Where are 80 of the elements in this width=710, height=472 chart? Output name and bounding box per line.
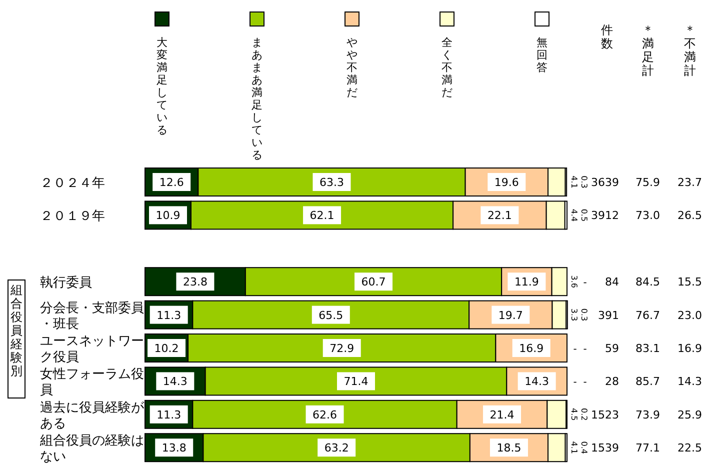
column-header: ＊不満計 [684,23,696,78]
data-label: 60.7 [361,276,386,289]
category-label: ２０２４年 [40,176,105,191]
category-label: 組合役員の経験はない [40,434,144,465]
text: 73.9 [636,408,660,422]
data-label: - [583,377,588,388]
text: 16.9 [678,342,702,355]
data-label: 21.4 [490,408,514,422]
text: 85.7 [636,375,660,388]
text: 73.0 [636,209,660,222]
category-label: 女性フォーラム役員 [40,367,144,398]
category-label: ユースネットワーク役員 [40,334,144,365]
data-label: - [583,278,588,289]
data-label: 19.6 [494,176,519,189]
data-label: 11.3 [156,308,182,322]
data-label: - [573,377,578,388]
data-label: 4.5 [570,408,578,421]
data-label: 4.1 [570,176,578,188]
data-label: 63.2 [324,442,349,455]
text: 76.7 [636,308,660,322]
text: 14.3 [678,375,702,388]
text: 83.1 [636,342,660,355]
data-label: 19.7 [498,308,523,322]
text: 84.5 [636,276,660,289]
text: 22.5 [678,442,702,455]
text: 1523 [591,408,619,422]
data-label: 4.1 [570,441,578,454]
data-label: 11.9 [514,276,539,289]
data-label: 0.3 [580,308,588,322]
text: 77.1 [636,442,660,455]
data-label: 23.8 [182,276,208,289]
text: 391 [598,308,619,322]
data-label: 22.1 [487,209,512,222]
text: 3912 [591,209,619,222]
legend-label: やや不満だ [346,36,358,99]
column-header: ＊満足計 [642,23,654,78]
data-label: 18.5 [496,442,522,455]
category-label: 執行委員 [40,276,92,291]
text: 59 [605,342,619,355]
data-label: 62.6 [312,408,338,422]
data-label: 16.9 [519,342,544,355]
category-label: ２０１９年 [40,209,105,224]
data-label: - [583,344,588,355]
data-label: 65.5 [318,308,344,322]
data-label: 0.2 [580,408,588,421]
data-label: 0.4 [580,441,588,454]
data-label: 10.9 [156,209,180,222]
text: 25.9 [678,408,702,422]
text: 15.5 [678,276,702,289]
legend-label: 無回答 [536,36,548,74]
data-label: 3.6 [570,275,578,288]
data-label: 62.1 [310,209,334,222]
text: 1539 [591,442,619,455]
legend-label: 大変満足している [156,36,168,136]
data-label: 10.2 [154,342,179,355]
data-label: 0.3 [580,176,588,188]
text: 23.7 [678,176,702,189]
data-label: 13.8 [162,442,186,455]
data-label: 14.3 [524,375,550,388]
legend-label: まあまあ満足している [252,36,262,162]
text: 26.5 [678,209,702,222]
text: 3639 [591,176,619,189]
data-label: 72.9 [330,342,354,355]
data-label: - [573,344,578,355]
data-label: 71.4 [344,375,368,388]
data-label: 3.3 [570,308,578,322]
data-label: 11.3 [156,408,182,422]
data-label: 0.5 [580,208,588,222]
category-label: 過去に役員経験がある [40,400,144,432]
text: 28 [605,375,619,388]
data-label: 12.6 [159,176,184,189]
data-label: 63.3 [319,176,344,189]
category-label: 分会長・支部委員・班長 [40,300,144,332]
text: 23.0 [678,308,702,322]
text: 84 [605,276,619,289]
legend-label: 全く不満だ [442,36,452,99]
data-label: 4.4 [570,208,578,222]
text: 75.9 [636,176,660,189]
data-label: 14.3 [162,375,188,388]
column-header: 件数 [601,23,613,50]
